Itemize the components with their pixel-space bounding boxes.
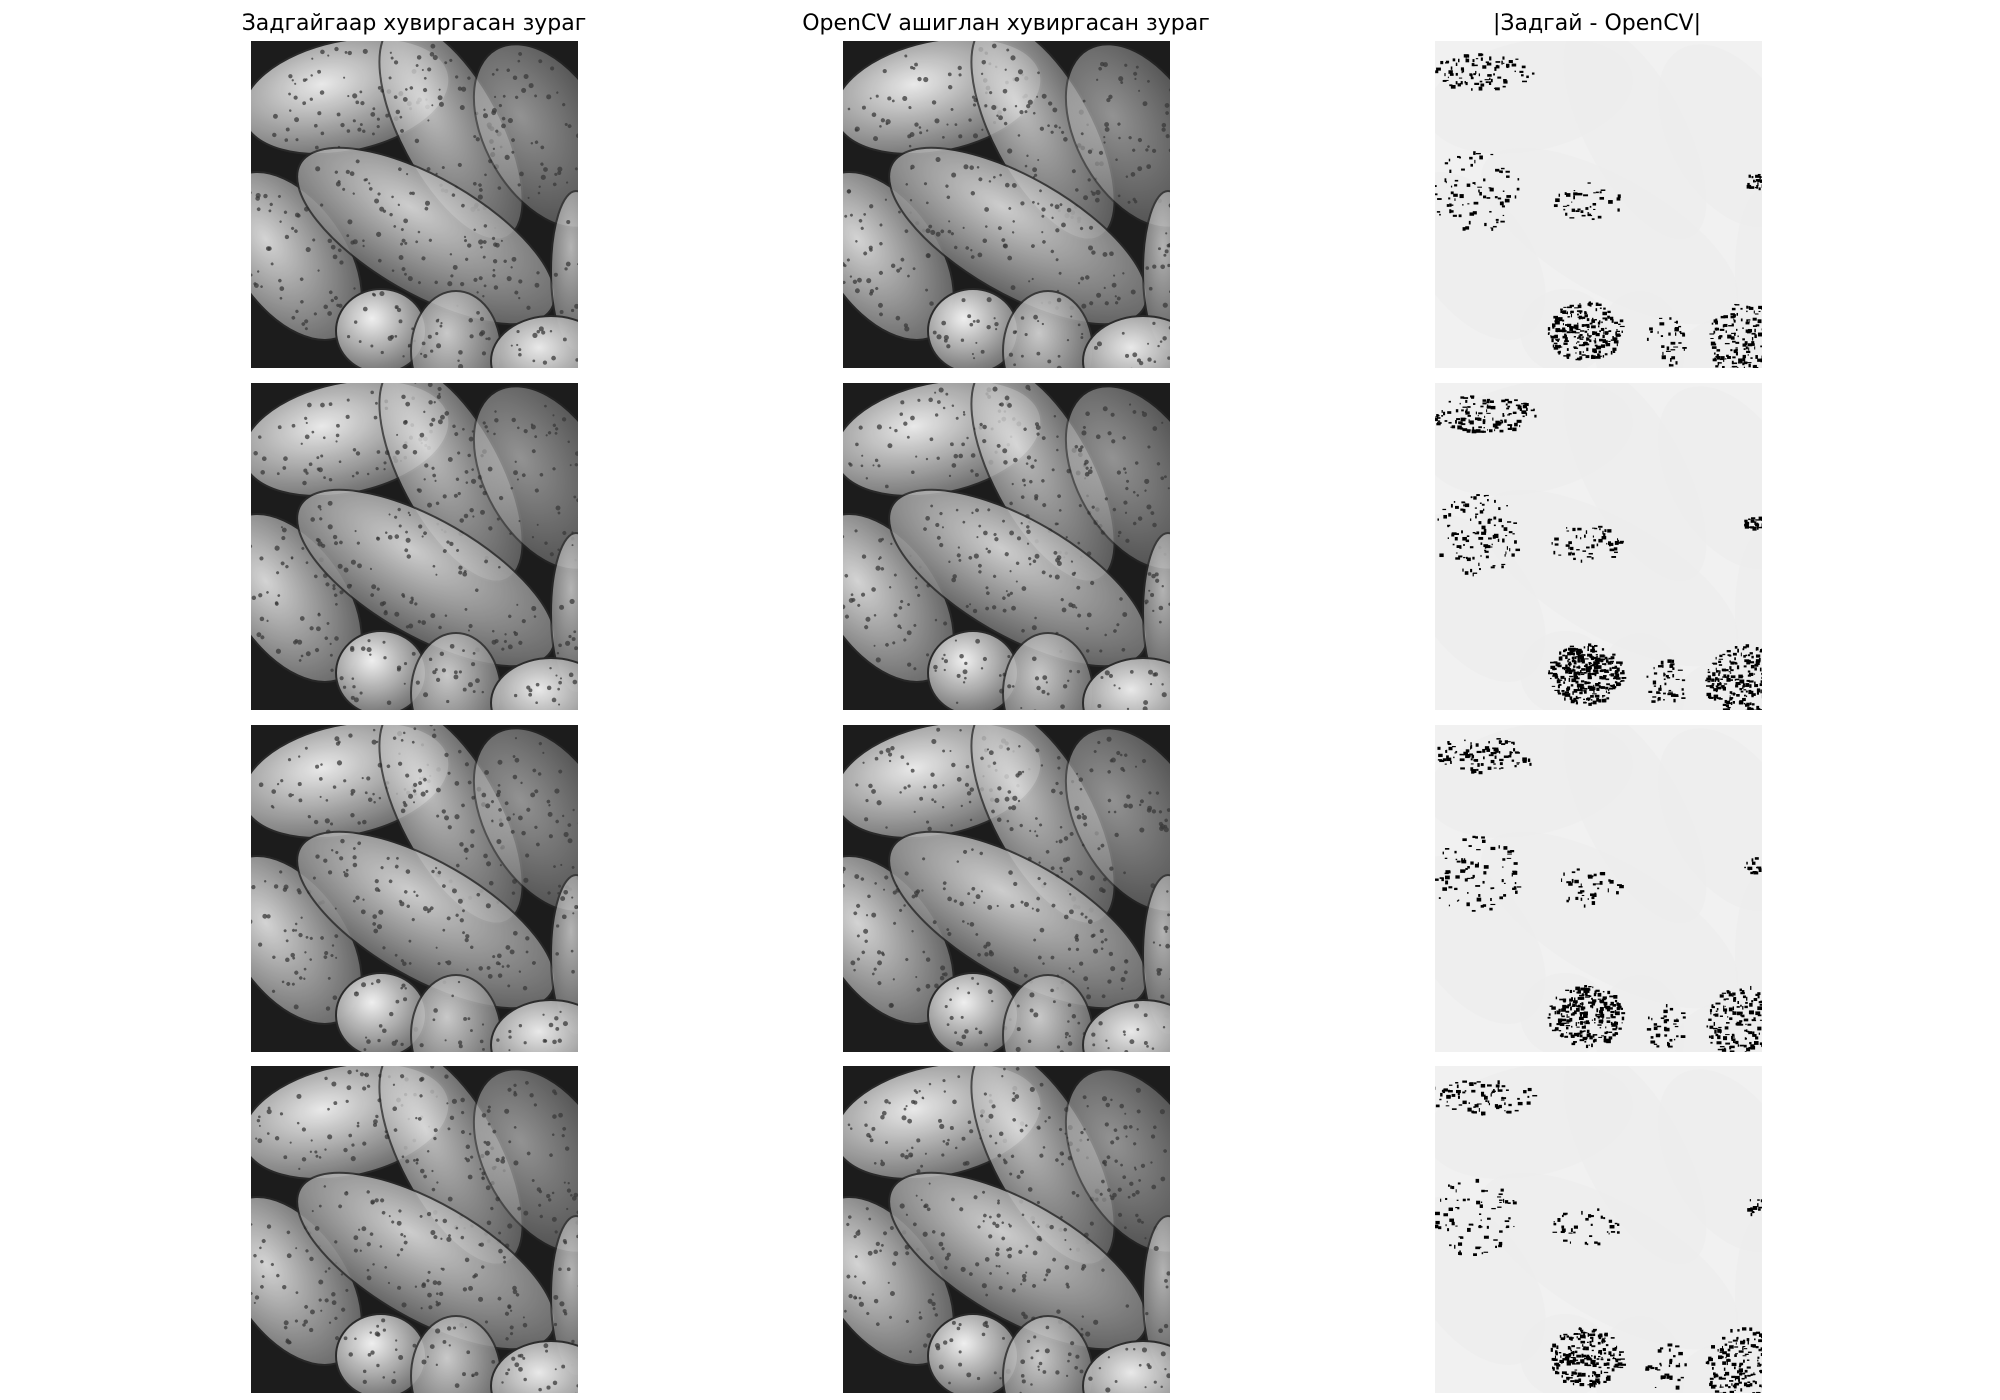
opencv-image-row-1: [843, 41, 1170, 368]
column-title-manual: Задгайгаар хувиргасан зураг: [241, 11, 587, 36]
opencv-image-row-3: [843, 725, 1170, 1052]
diff-image-row-4: [1435, 1066, 1762, 1393]
diff-image-row-3: [1435, 725, 1762, 1052]
column-title-diff: |Задгай - OpenCV|: [1492, 11, 1702, 36]
column-title-opencv: OpenCV ашиглан хувиргасан зураг: [802, 11, 1210, 36]
manual-image-row-4: [251, 1066, 578, 1393]
manual-image-row-1: [251, 41, 578, 368]
diff-image-row-2: [1435, 383, 1762, 710]
diff-image-row-1: [1435, 41, 1762, 368]
manual-image-row-2: [251, 383, 578, 710]
opencv-image-row-2: [843, 383, 1170, 710]
manual-image-row-3: [251, 725, 578, 1052]
opencv-image-row-4: [843, 1066, 1170, 1393]
